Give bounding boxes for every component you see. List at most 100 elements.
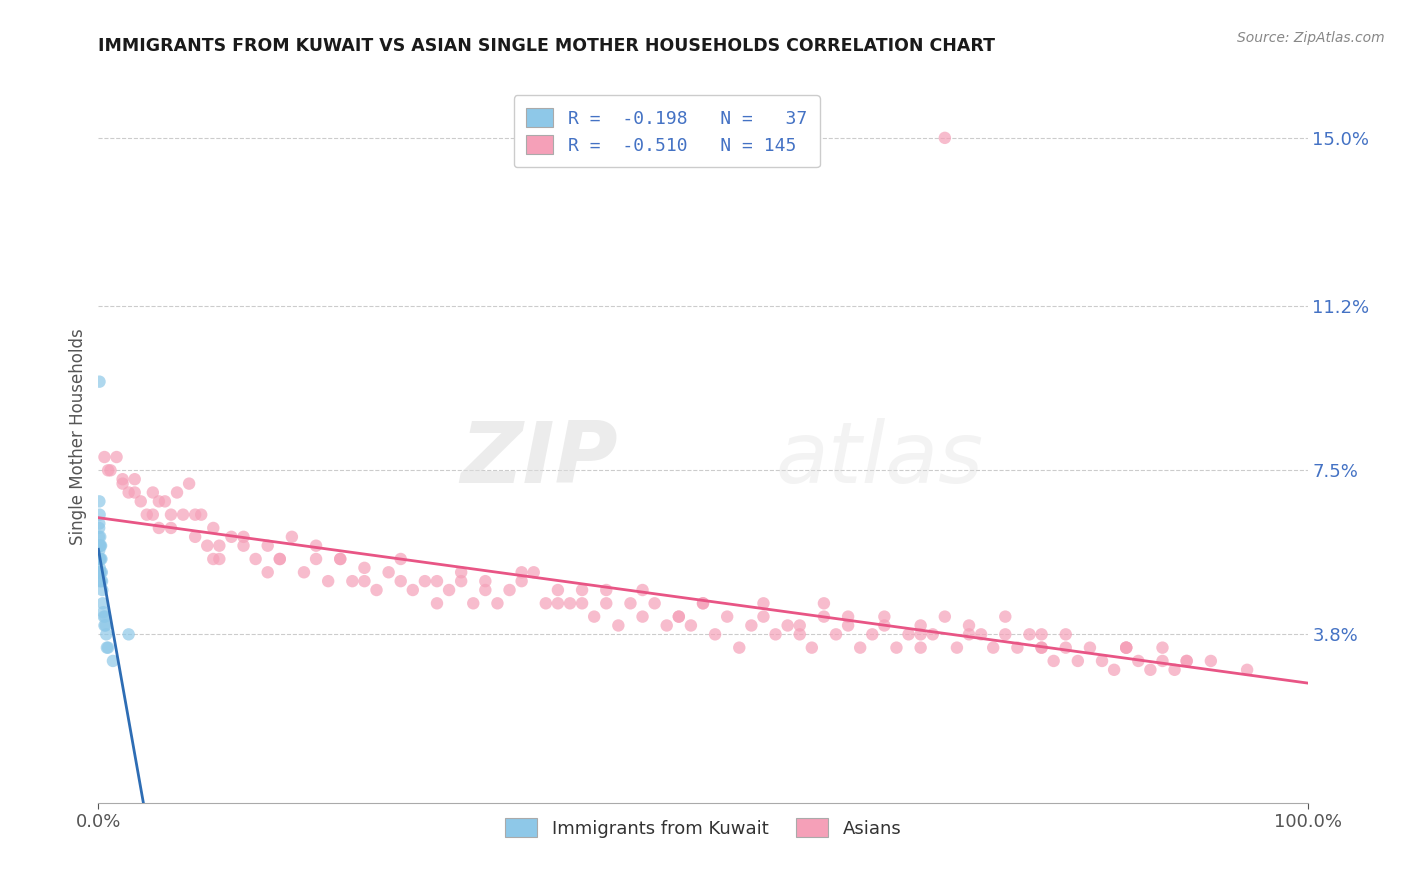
Point xyxy=(329,552,352,566)
Point xyxy=(426,596,449,610)
Point xyxy=(89,508,111,522)
Point xyxy=(184,508,207,522)
Point xyxy=(179,476,201,491)
Point xyxy=(208,539,231,553)
Point xyxy=(1091,654,1114,668)
Point xyxy=(789,618,811,632)
Point xyxy=(1102,663,1125,677)
Point xyxy=(510,566,533,580)
Point xyxy=(910,618,932,632)
Point xyxy=(498,582,520,597)
Point xyxy=(97,463,120,477)
Point xyxy=(1175,654,1198,668)
Point xyxy=(256,539,278,553)
Point xyxy=(1128,654,1150,668)
Point xyxy=(450,566,472,580)
Point xyxy=(124,485,146,500)
Point xyxy=(148,494,170,508)
Point xyxy=(89,566,111,580)
Point xyxy=(342,574,364,589)
Point xyxy=(166,485,188,500)
Point xyxy=(716,609,738,624)
Point xyxy=(202,521,225,535)
Point xyxy=(631,609,654,624)
Point xyxy=(873,609,896,624)
Point xyxy=(402,582,425,597)
Point xyxy=(269,552,291,566)
Point xyxy=(89,561,111,575)
Point xyxy=(142,508,165,522)
Point xyxy=(305,552,328,566)
Point xyxy=(921,627,943,641)
Point xyxy=(886,640,908,655)
Point xyxy=(644,596,666,610)
Point xyxy=(353,574,375,589)
Point xyxy=(94,609,117,624)
Point xyxy=(523,566,546,580)
Point xyxy=(776,618,799,632)
Point xyxy=(704,627,727,641)
Point xyxy=(583,609,606,624)
Point xyxy=(1007,640,1029,655)
Point xyxy=(1018,627,1040,641)
Point xyxy=(1152,640,1174,655)
Point xyxy=(89,552,111,566)
Point xyxy=(813,596,835,610)
Point xyxy=(474,582,496,597)
Point xyxy=(90,552,112,566)
Point xyxy=(89,539,111,553)
Point xyxy=(510,574,533,589)
Point xyxy=(89,552,111,566)
Point xyxy=(184,530,207,544)
Point xyxy=(1115,640,1137,655)
Point xyxy=(1236,663,1258,677)
Point xyxy=(89,521,111,535)
Point xyxy=(1054,640,1077,655)
Point xyxy=(789,627,811,641)
Point xyxy=(981,640,1004,655)
Point xyxy=(994,627,1017,641)
Point xyxy=(208,552,231,566)
Point xyxy=(89,543,111,558)
Point xyxy=(135,508,157,522)
Point xyxy=(105,450,128,464)
Point xyxy=(1031,640,1053,655)
Point xyxy=(1163,663,1185,677)
Point xyxy=(1115,640,1137,655)
Point xyxy=(111,472,134,486)
Point xyxy=(101,654,124,668)
Point xyxy=(269,552,291,566)
Point xyxy=(547,596,569,610)
Point xyxy=(728,640,751,655)
Point xyxy=(221,530,243,544)
Point xyxy=(934,609,956,624)
Point xyxy=(426,574,449,589)
Point xyxy=(93,618,115,632)
Point xyxy=(534,596,557,610)
Point xyxy=(281,530,304,544)
Point xyxy=(825,627,848,641)
Point xyxy=(1042,654,1064,668)
Point xyxy=(232,530,254,544)
Point xyxy=(486,596,509,610)
Point xyxy=(837,618,859,632)
Point xyxy=(910,627,932,641)
Point xyxy=(692,596,714,610)
Point xyxy=(752,609,775,624)
Point xyxy=(1078,640,1101,655)
Point xyxy=(860,627,883,641)
Point xyxy=(93,609,115,624)
Point xyxy=(148,521,170,535)
Point xyxy=(89,494,111,508)
Point xyxy=(96,627,118,641)
Point xyxy=(1199,654,1222,668)
Point xyxy=(655,618,678,632)
Point xyxy=(190,508,212,522)
Point xyxy=(463,596,485,610)
Point xyxy=(813,609,835,624)
Point xyxy=(129,494,152,508)
Legend: Immigrants from Kuwait, Asians: Immigrants from Kuwait, Asians xyxy=(498,811,908,845)
Point xyxy=(90,566,112,580)
Point xyxy=(89,566,111,580)
Point xyxy=(1067,654,1090,668)
